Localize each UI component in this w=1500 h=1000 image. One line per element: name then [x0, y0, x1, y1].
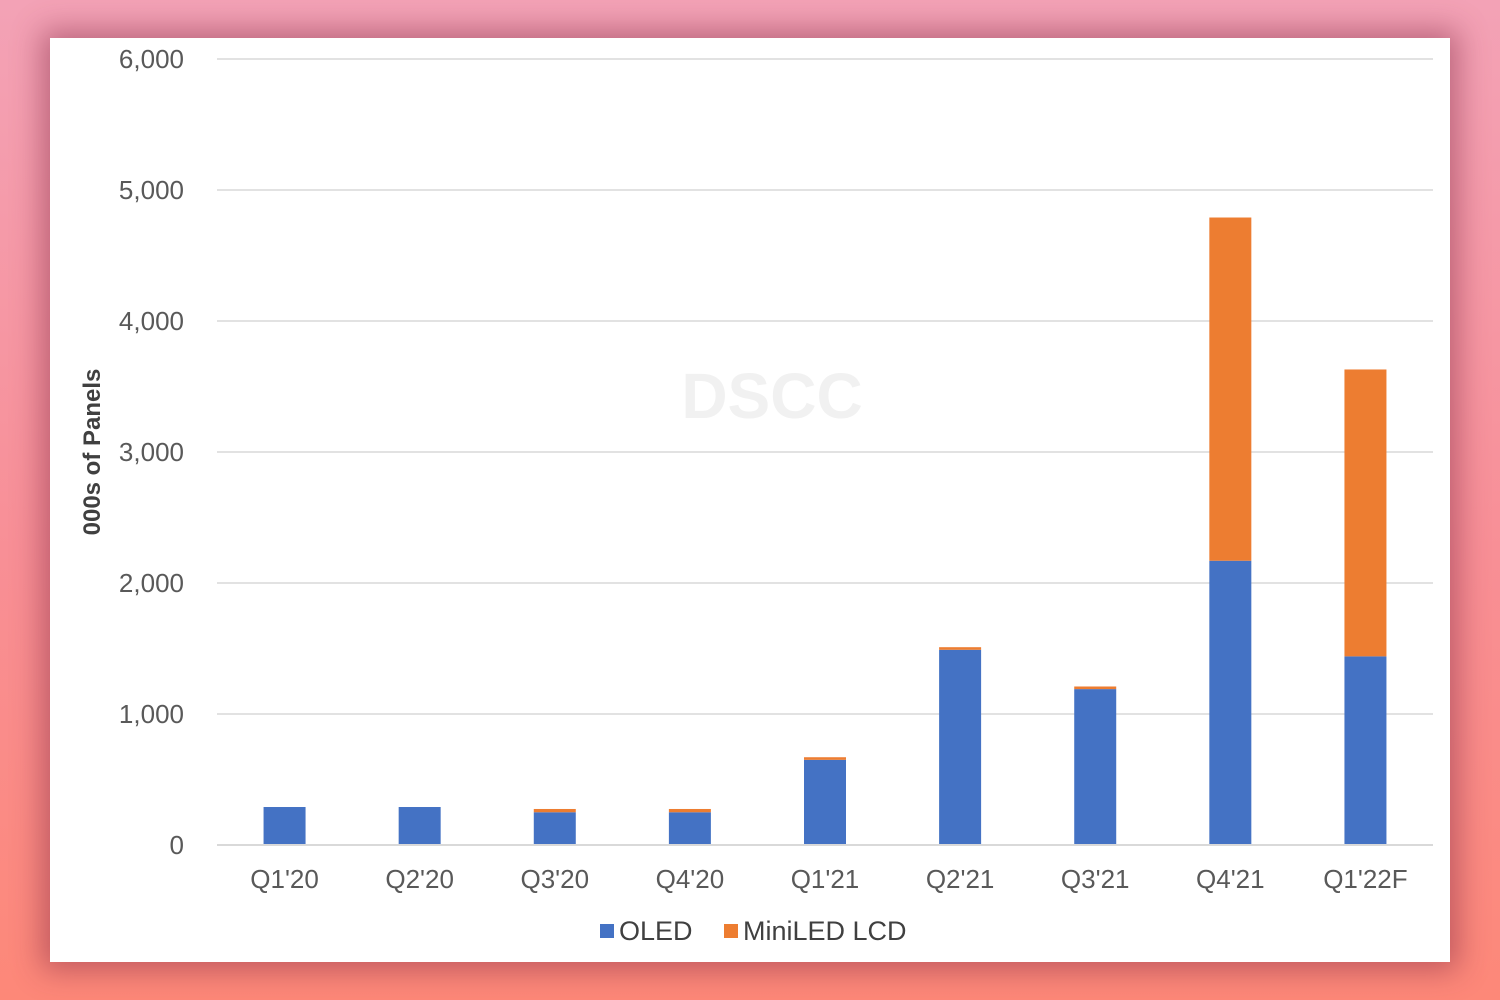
bar-miniled-lcd-8 [1344, 369, 1387, 657]
x-tick-label: Q3'21 [1061, 864, 1130, 894]
bar-miniled-lcd-2 [533, 808, 576, 813]
x-tick-label: Q1'21 [791, 864, 860, 894]
x-tick-label: Q4'20 [656, 864, 725, 894]
bar-miniled-lcd-5 [939, 647, 982, 650]
legend-swatch-miniled-lcd [724, 924, 738, 938]
x-tick-label: Q2'21 [926, 864, 995, 894]
bar-miniled-lcd-7 [1209, 217, 1252, 561]
x-tick-label: Q1'22F [1323, 864, 1407, 894]
x-tick-label: Q2'20 [385, 864, 454, 894]
x-tick-label: Q1'20 [250, 864, 319, 894]
y-tick-label: 1,000 [119, 699, 184, 729]
bars [263, 217, 1387, 845]
x-axis-ticks: Q1'20 Q2'20 Q3'20 Q4'20 Q1'21 Q2'21 Q3'21 Q4'21… [250, 864, 1407, 894]
y-tick-label: 5,000 [119, 175, 184, 205]
bar-miniled-lcd-4 [804, 757, 846, 760]
bar-oled-7 [1209, 560, 1252, 845]
bar-oled-8 [1344, 656, 1387, 845]
bar-miniled-lcd-3 [668, 808, 711, 813]
bar-oled-2 [533, 812, 576, 845]
bar-oled-0 [263, 807, 306, 845]
chart-card: DSCC 0 1,000 2,000 3,000 4,000 5,000 6,000 000… [50, 38, 1450, 962]
legend-swatch-oled [600, 924, 614, 938]
y-axis-label: 000s of Panels [79, 369, 106, 536]
bar-miniled-lcd-6 [1074, 686, 1117, 690]
bar-oled-6 [1074, 689, 1117, 845]
bar-oled-3 [668, 812, 711, 845]
stacked-bar-chart: DSCC 0 1,000 2,000 3,000 4,000 5,000 6,000 000… [79, 44, 1433, 946]
bar-oled-4 [804, 759, 846, 845]
y-axis-ticks: 0 1,000 2,000 3,000 4,000 5,000 6,000 [119, 44, 184, 860]
legend: OLED MiniLED LCD [600, 916, 907, 946]
legend-label-miniled-lcd: MiniLED LCD [743, 916, 907, 946]
y-tick-label: 0 [170, 830, 184, 860]
bar-oled-5 [939, 649, 982, 845]
x-tick-label: Q3'20 [520, 864, 589, 894]
bar-oled-1 [398, 807, 441, 845]
x-tick-label: Q4'21 [1196, 864, 1265, 894]
y-tick-label: 4,000 [119, 306, 184, 336]
legend-label-oled: OLED [619, 916, 693, 946]
y-tick-label: 6,000 [119, 44, 184, 74]
watermark: DSCC [681, 360, 862, 432]
y-tick-label: 2,000 [119, 568, 184, 598]
y-tick-label: 3,000 [119, 437, 184, 467]
